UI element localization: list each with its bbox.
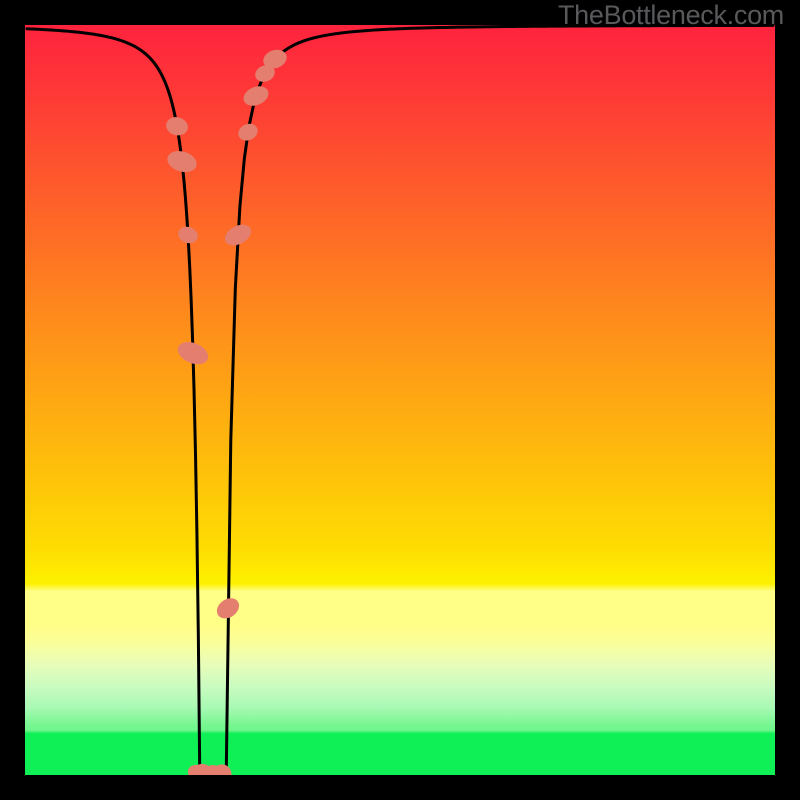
chart-frame: TheBottleneck.com [0, 0, 800, 800]
watermark-text: TheBottleneck.com [558, 0, 784, 31]
gradient-background [25, 25, 775, 775]
chart-plot [25, 25, 775, 775]
